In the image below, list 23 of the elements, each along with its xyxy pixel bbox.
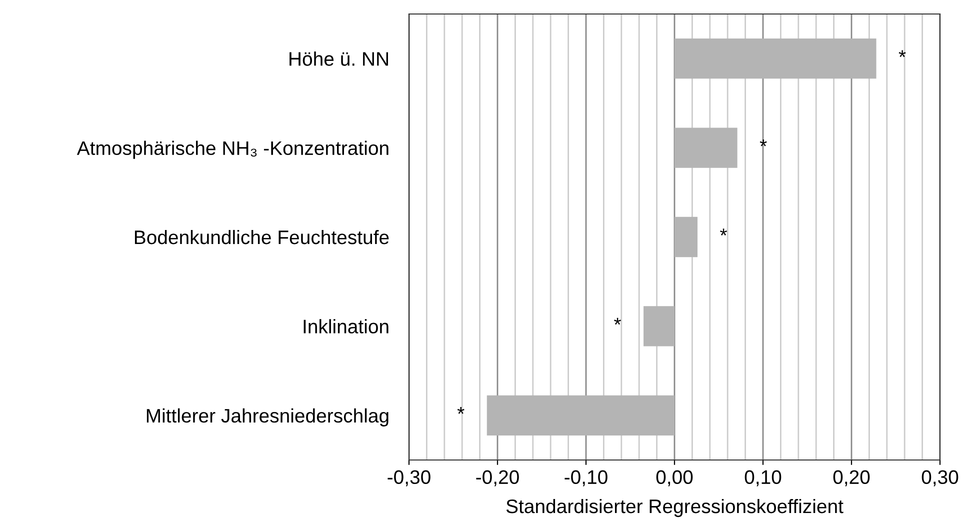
bar xyxy=(674,216,698,258)
y-tick-label: Atmosphärische NH₃ -Konzentration xyxy=(76,140,388,159)
x-tick-label: 0,10 xyxy=(744,470,782,486)
x-tick-label: 0,00 xyxy=(656,470,693,486)
x-axis-title: Standardisierter Regressionskoeffizient xyxy=(506,498,844,518)
y-tick-label: Höhe ü. NN xyxy=(290,52,388,66)
y-tick-label: Inklination xyxy=(304,319,388,334)
x-tick-label: -0,20 xyxy=(476,470,519,486)
y-tick-label: Mittlerer Jahresniederschlag xyxy=(146,408,388,426)
data-label: * xyxy=(614,318,621,325)
data-label: * xyxy=(760,139,767,146)
bar xyxy=(674,128,738,168)
bar xyxy=(674,38,876,79)
bar xyxy=(486,395,674,436)
data-label: * xyxy=(457,407,464,414)
x-tick-label: -0,30 xyxy=(388,470,430,486)
data-label: * xyxy=(898,50,906,58)
x-tick-label: 0,20 xyxy=(833,470,870,486)
bar xyxy=(644,306,674,346)
x-tick-label: -0,10 xyxy=(564,470,608,486)
x-tick-label: 0,30 xyxy=(922,470,958,486)
y-tick-label: Bodenkundliche Feuchtestufe xyxy=(134,230,389,244)
data-label: * xyxy=(720,228,727,236)
